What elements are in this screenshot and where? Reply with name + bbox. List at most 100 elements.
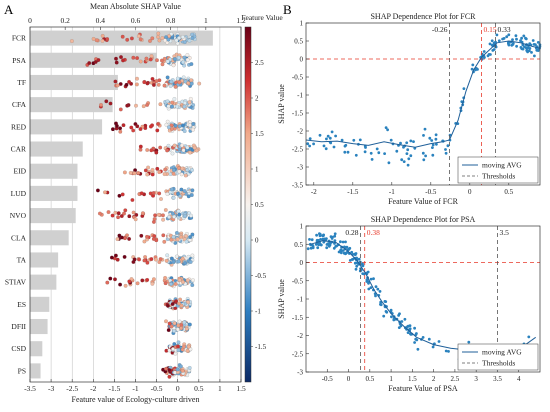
bottom-axis-tick-label: 1.5 xyxy=(236,384,246,393)
scatter-point xyxy=(530,51,533,54)
y-tick-label: 0 xyxy=(300,259,304,267)
swarm-point xyxy=(121,58,125,63)
swarm-point xyxy=(135,56,139,60)
panel-a-title: Mean Absolute SHAP Value xyxy=(90,2,181,11)
swarm-point xyxy=(163,276,167,280)
swarm-point xyxy=(156,35,160,39)
swarm-point xyxy=(157,260,162,264)
swarm-point xyxy=(122,255,127,259)
feature-label: TF xyxy=(17,78,26,87)
scatter-point xyxy=(326,242,330,246)
y-tick-label: -3.5 xyxy=(292,182,304,190)
scatter-point xyxy=(362,272,366,276)
scatter-point xyxy=(421,336,425,339)
swarm-point xyxy=(132,171,137,176)
swarm-point xyxy=(190,283,195,287)
scatter-point xyxy=(387,161,391,165)
swarm-point xyxy=(175,104,179,109)
swarm-point xyxy=(139,191,144,196)
swarm-point xyxy=(155,166,160,171)
scatter-point xyxy=(446,144,450,148)
scatter-point xyxy=(321,234,325,238)
scatter-point xyxy=(310,238,314,242)
scatter-point xyxy=(398,312,401,316)
swarm-point xyxy=(156,31,161,36)
scatter-point xyxy=(378,290,382,293)
scatter-point xyxy=(332,145,336,149)
scatter-point xyxy=(392,318,396,322)
scatter-point xyxy=(422,134,425,137)
swarm-point xyxy=(174,254,179,259)
bottom-axis-tick-label: 1 xyxy=(218,384,222,393)
swarm-point xyxy=(132,257,137,262)
swarm-point xyxy=(172,97,177,101)
swarm-point xyxy=(176,55,181,60)
swarm-point xyxy=(160,62,165,67)
scatter-point xyxy=(354,153,358,157)
top-axis-tick-label: 0.6 xyxy=(131,16,141,25)
scatter-point xyxy=(532,43,536,46)
scatter-point xyxy=(406,163,410,167)
swarm-point xyxy=(163,208,168,212)
scatter-point xyxy=(360,263,364,266)
swarm-point xyxy=(180,368,185,373)
swarm-point xyxy=(125,103,130,108)
swarm-point xyxy=(138,59,143,64)
colorbar-tick-label: 1 xyxy=(255,166,259,174)
scatter-point xyxy=(312,142,315,146)
swarm-point xyxy=(142,258,147,263)
scatter-point xyxy=(375,147,379,151)
colorbar xyxy=(245,27,251,382)
scatter-point xyxy=(367,287,371,291)
swarm-point xyxy=(104,99,109,104)
swarm-point xyxy=(183,261,188,265)
scatter-point xyxy=(413,326,416,330)
scatter-point xyxy=(523,45,526,49)
swarm-point xyxy=(150,168,155,172)
importance-bar xyxy=(30,119,103,135)
swarm-point xyxy=(161,213,165,218)
swarm-point xyxy=(189,193,194,197)
swarm-point xyxy=(177,278,182,282)
swarm-point xyxy=(170,104,174,109)
swarm-point xyxy=(172,214,176,219)
swarm-point xyxy=(177,212,182,217)
swarm-point xyxy=(176,344,180,349)
panel-b-label: B xyxy=(283,2,292,17)
bottom-axis-tick-label: -3 xyxy=(48,384,54,393)
swarm-point xyxy=(170,256,174,261)
swarm-point xyxy=(171,347,175,351)
scatter-point xyxy=(357,257,361,261)
swarm-point xyxy=(176,327,180,332)
scatter-point xyxy=(382,314,386,318)
swarm-point xyxy=(184,239,189,244)
scatter-point xyxy=(409,154,413,158)
swarm-point xyxy=(133,217,138,222)
scatter-point xyxy=(318,234,322,238)
swarm-point xyxy=(131,55,136,60)
swarm-point xyxy=(176,259,181,264)
scatter-point xyxy=(431,345,435,349)
swarm-point xyxy=(122,211,126,216)
threshold-label: 0.15 xyxy=(484,25,497,34)
swarm-point xyxy=(123,170,127,175)
swarm-point xyxy=(138,127,143,131)
dependence-xlabel: Feature Value of FCR xyxy=(388,197,459,206)
scatter-point xyxy=(510,43,514,47)
x-tick-label: 2 xyxy=(432,375,436,383)
x-tick-label: 2.5 xyxy=(451,375,460,383)
swarm-point xyxy=(141,211,145,216)
swarm-point xyxy=(160,36,165,40)
scatter-point xyxy=(333,239,337,243)
swarm-point xyxy=(191,127,195,132)
swarm-point xyxy=(149,54,154,58)
top-axis-tick-label: 0 xyxy=(28,16,32,25)
swarm-point xyxy=(145,260,150,265)
scatter-point xyxy=(462,87,466,90)
scatter-point xyxy=(515,37,518,41)
x-tick-label: 0 xyxy=(468,188,472,196)
swarm-point xyxy=(176,340,181,345)
dependence-title: SHAP Dependence Plot for FCR xyxy=(370,12,476,21)
scatter-point xyxy=(431,153,435,157)
top-axis-tick-label: 0.8 xyxy=(166,16,176,25)
